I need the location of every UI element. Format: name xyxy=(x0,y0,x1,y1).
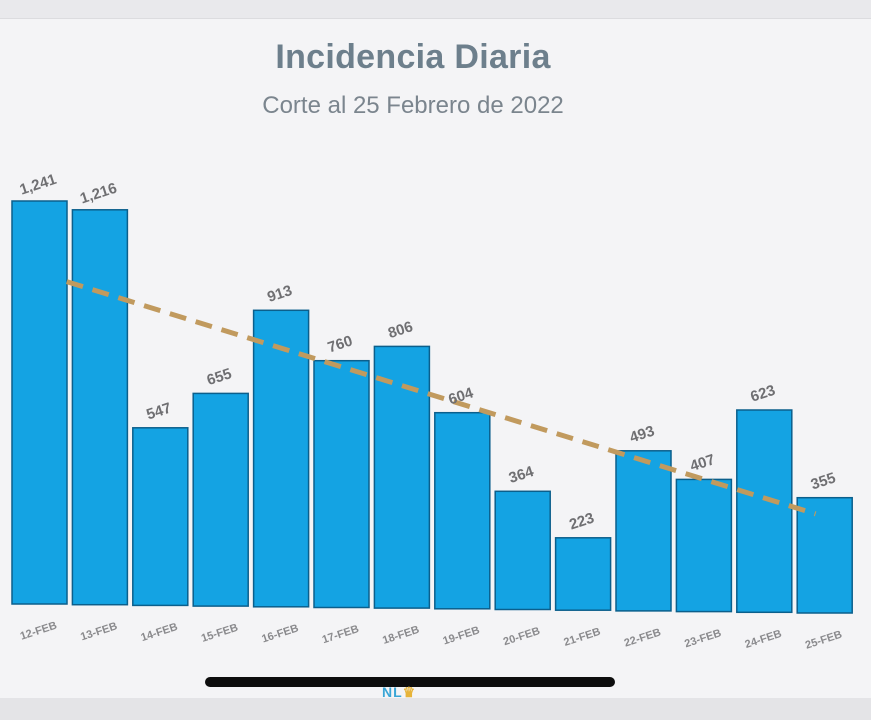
tick-labels-layer: 12-FEB 13-FEB 14-FEB 15-FEB 16-FEB 17-FEB 18-F… xyxy=(19,620,844,652)
value-label-18-feb: 806 xyxy=(386,318,415,342)
bar-21-feb xyxy=(554,537,612,611)
bar-17-feb xyxy=(313,359,370,609)
value-label-16-feb: 913 xyxy=(265,282,294,306)
tick-label-16-feb: 16-FEB xyxy=(260,622,300,645)
home-indicator[interactable] xyxy=(205,677,615,687)
tick-label-17-feb: 17-FEB xyxy=(321,623,361,646)
bar-14-feb xyxy=(132,427,189,607)
value-label-20-feb: 364 xyxy=(507,463,537,487)
value-label-19-feb: 604 xyxy=(446,384,476,408)
value-label-12-feb: 1,241 xyxy=(18,171,59,199)
bar-19-feb xyxy=(434,411,491,610)
trend-layer xyxy=(65,279,817,517)
value-label-22-feb: 493 xyxy=(628,423,657,447)
tick-label-23-feb: 23-FEB xyxy=(683,627,723,650)
crown-icon: ♛ xyxy=(402,684,417,700)
value-label-25-feb: 355 xyxy=(809,469,838,493)
chart-title: Incidencia Diaria xyxy=(275,38,551,76)
tick-label-12-feb: 12-FEB xyxy=(19,620,59,643)
screen-bottom-strip xyxy=(0,698,871,720)
trendline xyxy=(65,279,817,517)
value-label-23-feb: 407 xyxy=(688,451,717,475)
tick-label-20-feb: 20-FEB xyxy=(502,625,542,648)
tick-label-22-feb: 22-FEB xyxy=(623,626,663,649)
chart-subtitle: Corte al 25 Febrero de 2022 xyxy=(262,92,564,119)
value-label-15-feb: 655 xyxy=(205,365,234,389)
tick-label-25-feb: 25-FEB xyxy=(804,629,844,652)
value-label-14-feb: 547 xyxy=(144,400,173,424)
value-label-17-feb: 760 xyxy=(326,332,355,356)
bar-16-feb xyxy=(252,309,310,608)
tick-label-14-feb: 14-FEB xyxy=(139,621,179,644)
bar-13-feb xyxy=(71,209,129,606)
value-label-13-feb: 1,216 xyxy=(78,180,119,208)
bar-24-feb xyxy=(736,409,793,614)
bar-20-feb xyxy=(494,490,551,611)
bar-12-feb xyxy=(11,200,68,605)
bars-layer xyxy=(11,200,853,614)
tick-label-24-feb: 24-FEB xyxy=(743,628,783,651)
value-label-24-feb: 623 xyxy=(748,382,777,406)
tick-label-21-feb: 21-FEB xyxy=(562,626,602,649)
tick-label-13-feb: 13-FEB xyxy=(79,620,119,643)
watermark-logo: NL♛ xyxy=(382,684,416,701)
value-label-21-feb: 223 xyxy=(567,510,596,534)
bar-15-feb xyxy=(192,392,249,607)
watermark-text: NL xyxy=(382,684,403,700)
bar-18-feb xyxy=(373,345,431,609)
bar-25-feb xyxy=(796,496,853,614)
tick-label-19-feb: 19-FEB xyxy=(441,624,481,647)
screen-top-strip xyxy=(0,0,871,18)
bar-22-feb xyxy=(615,450,672,612)
tick-label-15-feb: 15-FEB xyxy=(200,622,240,645)
tick-label-18-feb: 18-FEB xyxy=(381,624,421,647)
bar-23-feb xyxy=(675,478,733,613)
